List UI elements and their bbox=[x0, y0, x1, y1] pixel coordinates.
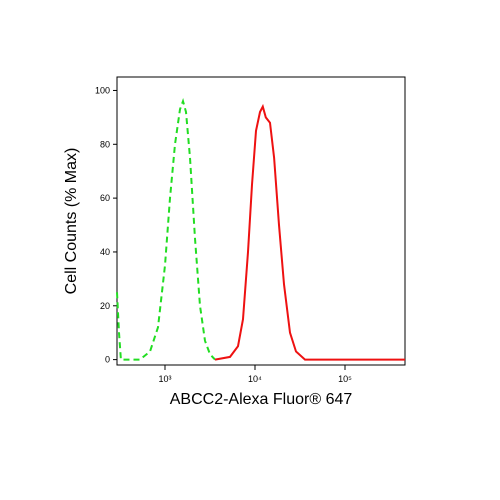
x-tick-label: 10⁵ bbox=[338, 374, 352, 384]
y-axis-label: Cell Counts (% Max) bbox=[63, 148, 80, 295]
x-axis-label: ABCC2-Alexa Fluor® 647 bbox=[170, 391, 353, 408]
y-tick-label: 40 bbox=[100, 247, 110, 257]
y-tick-label: 80 bbox=[100, 139, 110, 149]
x-tick-label: 10⁴ bbox=[248, 374, 262, 384]
x-tick-label: 10³ bbox=[158, 374, 171, 384]
series-line bbox=[116, 97, 216, 361]
y-tick-label: 20 bbox=[100, 301, 110, 311]
y-tick-label: 60 bbox=[100, 193, 110, 203]
plot-frame bbox=[116, 76, 406, 366]
y-tick-label: 100 bbox=[95, 85, 110, 95]
y-tick-label: 0 bbox=[105, 355, 110, 365]
series-line bbox=[214, 103, 405, 361]
